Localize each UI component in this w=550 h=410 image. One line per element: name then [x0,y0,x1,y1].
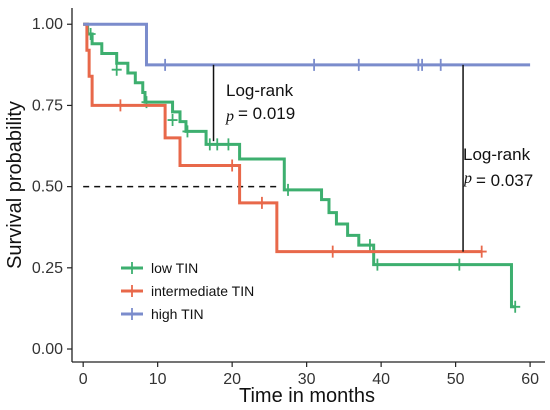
y-tick-label: 1.00 [32,16,63,33]
censor-mark-intermediate-tin [256,196,267,209]
legend-label-low-tin: low TIN [151,260,198,276]
annotation-p-value-2: = 0.037 [476,171,533,190]
x-tick-label: 60 [521,371,539,388]
x-tick-label: 20 [223,371,241,388]
censor-mark-high-tin [309,58,320,71]
censor-mark-low-tin [364,239,375,252]
censor-mark-intermediate-tin [327,245,338,258]
censor-mark-low-tin [454,258,465,271]
x-axis-title: Time in months [239,385,375,407]
censor-mark-low-tin [283,183,294,196]
series-line-high-tin [83,22,531,67]
x-tick-label: 50 [447,371,465,388]
annotation-label-2: Log-rank [463,145,531,164]
censor-mark-low-tin [510,300,521,313]
legend-label-intermediate-tin: intermediate TIN [151,283,254,299]
censor-mark-intermediate-tin [115,99,126,112]
legend-label-high-tin: high TIN [151,306,204,322]
series-layer [83,22,531,313]
y-tick-label: 0.75 [32,97,63,114]
censor-mark-high-tin [160,58,171,71]
censor-mark-low-tin [223,138,234,151]
censor-mark-high-tin [417,58,428,71]
series-line-low-tin [83,22,516,309]
censor-mark-high-tin [435,58,446,71]
y-axis-title: Survival probability [4,101,26,269]
annotation-label-1: Log-rank [226,81,294,100]
censor-mark-intermediate-tin [227,159,238,172]
y-tick-label: 0.25 [32,260,63,277]
annotation-p-symbol-2: p [463,170,472,187]
censor-mark-low-tin [212,138,223,151]
y-tick-label: 0.50 [32,179,63,196]
annotation-p-value-1: = 0.019 [238,104,295,123]
x-tick-label: 10 [149,371,167,388]
x-tick-label: 0 [79,371,88,388]
censor-mark-low-tin [111,63,122,76]
axes [71,8,545,363]
y-tick-label: 0.00 [32,341,63,358]
censor-mark-low-tin [372,258,383,271]
censor-mark-high-tin [353,58,364,71]
legend: low TIN intermediate TIN high TIN [121,260,254,322]
censor-mark-intermediate-tin [476,245,487,258]
ticks: 0 10 20 30 40 50 60 0.00 0.25 0.50 0.75 1.00 [32,16,539,388]
series-line-intermediate-tin [83,22,482,254]
x-tick-label: 30 [298,371,316,388]
x-tick-label: 40 [372,371,390,388]
censor-mark-low-tin [167,114,178,127]
censor-mark-low-tin [182,125,193,138]
annotation-p-symbol-1: p [225,108,234,125]
